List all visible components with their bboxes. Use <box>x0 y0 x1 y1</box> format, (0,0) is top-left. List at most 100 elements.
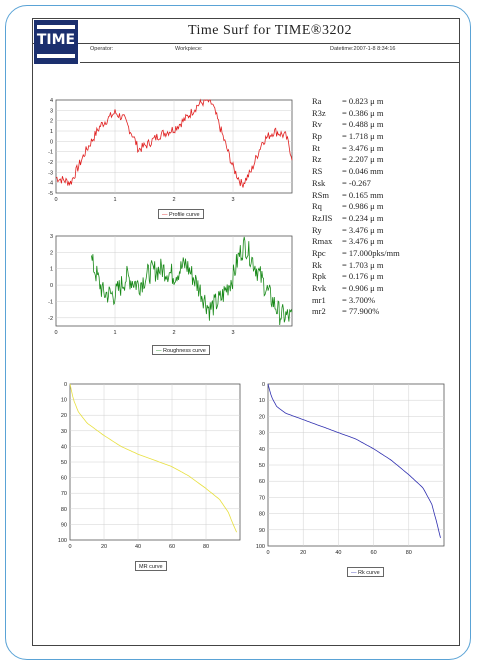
y-tick-label: 10 <box>259 398 265 404</box>
logo-bottom-bar <box>37 54 75 58</box>
logo-top-bar <box>37 25 75 29</box>
rk-legend-label: Rk curve <box>358 570 380 576</box>
y-tick-label: -2 <box>48 316 53 322</box>
y-tick-label: 90 <box>61 522 67 528</box>
page-frame <box>5 5 471 660</box>
y-tick-label: 50 <box>61 460 67 466</box>
parameter-name: Rsk <box>312 177 326 188</box>
parameter-value: = 0.986 μ m <box>342 201 384 212</box>
parameter-name: Rt <box>312 142 321 153</box>
x-tick-label: 20 <box>300 550 306 556</box>
x-tick-label: 0 <box>266 550 269 556</box>
y-tick-label: 60 <box>61 476 67 482</box>
y-tick-label: 100 <box>256 544 265 550</box>
parameter-value: = 17.000pks/mm <box>342 247 400 258</box>
x-tick-label: 2 <box>172 197 175 203</box>
parameter-name: Rz <box>312 154 322 165</box>
parameter-name: mr1 <box>312 294 326 305</box>
parameter-value: = 0.234 μ m <box>342 212 384 223</box>
series-line <box>267 383 441 538</box>
parameter-row: RSm = 0.165 mm <box>312 190 452 202</box>
x-tick-label: 60 <box>371 550 377 556</box>
y-tick-label: 30 <box>61 429 67 435</box>
parameter-name: Rpc <box>312 247 326 258</box>
parameter-name: Rpk <box>312 271 327 282</box>
y-tick-label: 2 <box>50 119 53 125</box>
profile-legend-label: Profile curve <box>169 212 200 218</box>
parameter-row: Rp = 1.718 μ m <box>312 131 452 143</box>
mr-legend-label: MR curve <box>139 564 163 570</box>
parameter-name: RSm <box>312 189 330 200</box>
x-tick-label: 40 <box>335 550 341 556</box>
parameter-value: = 3.700% <box>342 294 376 305</box>
parameter-row: Rt = 3.476 μ m <box>312 143 452 155</box>
series-line <box>91 236 293 326</box>
x-tick-label: 3 <box>231 197 234 203</box>
x-tick-label: 3 <box>231 330 234 336</box>
x-tick-label: 0 <box>54 330 57 336</box>
y-tick-label: 70 <box>259 495 265 501</box>
datetime-label: Datetime:2007-1-8 8:34:16 <box>330 46 396 52</box>
y-tick-label: 30 <box>259 431 265 437</box>
x-tick-label: 0 <box>68 544 71 550</box>
parameter-row: Rvk = 0.906 μ m <box>312 283 452 295</box>
profile-legend-swatch: — <box>162 212 170 218</box>
parameter-value: = 3.476 μ m <box>342 236 384 247</box>
y-tick-label: 20 <box>61 413 67 419</box>
y-tick-label: 50 <box>259 463 265 469</box>
parameter-name: R3z <box>312 107 326 118</box>
parameter-row: Rpc = 17.000pks/mm <box>312 248 452 260</box>
y-tick-label: -1 <box>48 299 53 305</box>
y-tick-label: 70 <box>61 491 67 497</box>
parameter-value: = 1.718 μ m <box>342 131 384 142</box>
y-tick-label: 1 <box>50 129 53 135</box>
parameter-row: RzJIS = 0.234 μ m <box>312 213 452 225</box>
parameter-name: Ra <box>312 96 322 106</box>
parameter-name: Rp <box>312 131 322 142</box>
x-tick-label: 60 <box>169 544 175 550</box>
x-tick-label: 40 <box>135 544 141 550</box>
x-tick-label: 1 <box>113 197 116 203</box>
y-tick-label: -5 <box>48 191 53 197</box>
roughness-legend-label: Roughness curve <box>163 348 206 354</box>
y-tick-label: 90 <box>259 528 265 534</box>
parameter-row: Rsk = -0.267 <box>312 178 452 190</box>
parameter-value: = 77.900% <box>342 306 380 317</box>
parameter-value: = 0.906 μ m <box>342 283 384 293</box>
x-tick-label: 80 <box>406 550 412 556</box>
y-tick-label: -2 <box>48 160 53 166</box>
parameter-row: Rq = 0.986 μ m <box>312 201 452 213</box>
parameter-name: Rv <box>312 119 322 130</box>
y-tick-label: 80 <box>61 507 67 513</box>
parameter-row: mr1 = 3.700% <box>312 295 452 307</box>
y-tick-label: 0 <box>262 382 265 388</box>
operator-label: Operator: <box>90 46 114 52</box>
roughness-legend: — Roughness curve <box>152 345 210 355</box>
parameter-value: = 0.823 μ m <box>342 96 384 106</box>
parameter-row: Rmax = 3.476 μ m <box>312 236 452 248</box>
x-tick-label: 20 <box>101 544 107 550</box>
parameter-name: Rk <box>312 259 322 270</box>
parameter-name: Rvk <box>312 283 327 293</box>
parameter-value: = 0.488 μ m <box>342 119 384 130</box>
parameter-name: mr2 <box>312 306 326 317</box>
rk-legend-swatch: — <box>351 570 359 576</box>
y-tick-label: 20 <box>259 414 265 420</box>
y-tick-label: 40 <box>61 444 67 450</box>
parameter-value: = 1.703 μ m <box>342 259 384 270</box>
parameter-row: Rz = 2.207 μ m <box>312 154 452 166</box>
parameter-row: Rpk = 0.176 μ m <box>312 271 452 283</box>
y-tick-label: 80 <box>259 512 265 518</box>
series-line <box>55 98 293 188</box>
parameter-row: Ry = 3.476 μ m <box>312 225 452 237</box>
series-line <box>69 383 237 533</box>
mr-legend: MR curve <box>135 561 167 571</box>
parameter-name: Ry <box>312 224 322 235</box>
parameter-name: RzJIS <box>312 212 333 223</box>
y-tick-label: 10 <box>61 398 67 404</box>
profile-legend: — Profile curve <box>158 209 204 219</box>
parameter-value: = 3.476 μ m <box>342 224 384 235</box>
x-tick-label: 80 <box>203 544 209 550</box>
x-tick-label: 1 <box>113 330 116 336</box>
parameter-name: Rmax <box>312 236 333 247</box>
